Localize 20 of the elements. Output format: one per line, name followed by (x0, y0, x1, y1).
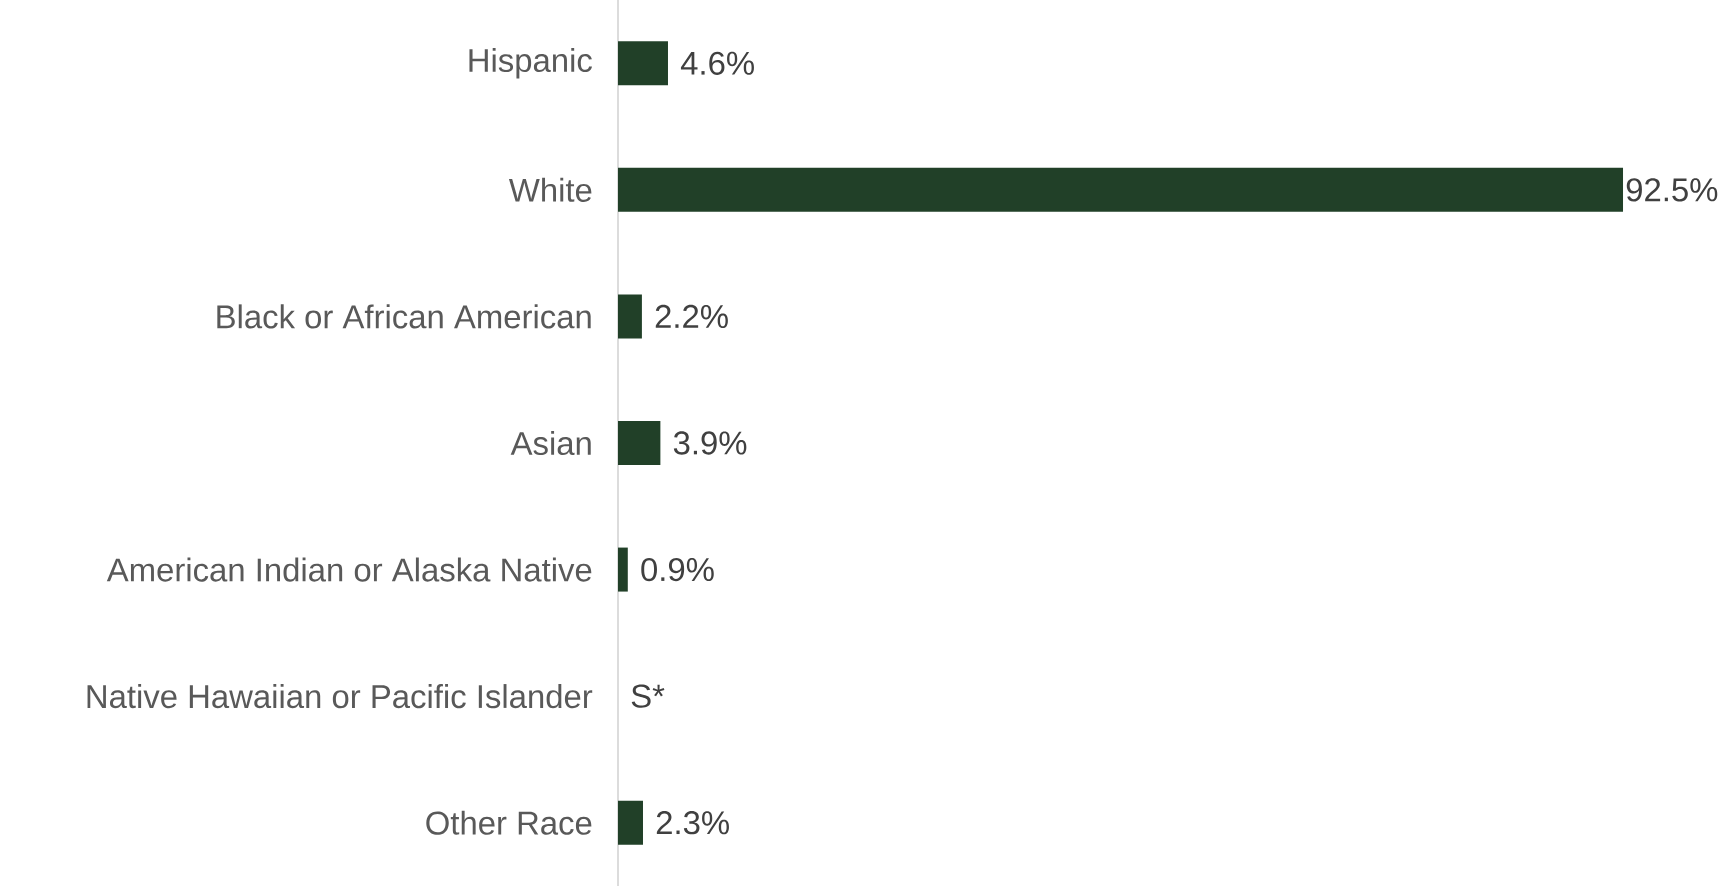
y-tick-label: Hispanic (469, 47, 592, 79)
data-label: 0.9% (641, 557, 714, 582)
y-tick-label: Black or African American (217, 304, 591, 329)
data-label: 4.6% (680, 51, 754, 75)
data-label: 3.9% (673, 431, 747, 455)
y-tick-label: White (508, 177, 592, 202)
y-tick-label: Other Race (426, 810, 592, 835)
bar (618, 421, 661, 466)
data-label: 2.2% (655, 304, 728, 328)
bar (618, 547, 628, 592)
data-label: 2.3% (656, 811, 729, 835)
bar (618, 294, 642, 339)
data-label: 92.5% (1626, 178, 1718, 202)
bar (618, 800, 643, 845)
y-tick-label: Asian (510, 430, 591, 456)
y-tick-label: American Indian or Alaska Native (106, 557, 592, 582)
y-tick-label: Native Hawaiian or Pacific Islander (87, 684, 593, 709)
bar (618, 167, 1624, 212)
text: S* (631, 684, 665, 708)
bar (618, 41, 668, 86)
